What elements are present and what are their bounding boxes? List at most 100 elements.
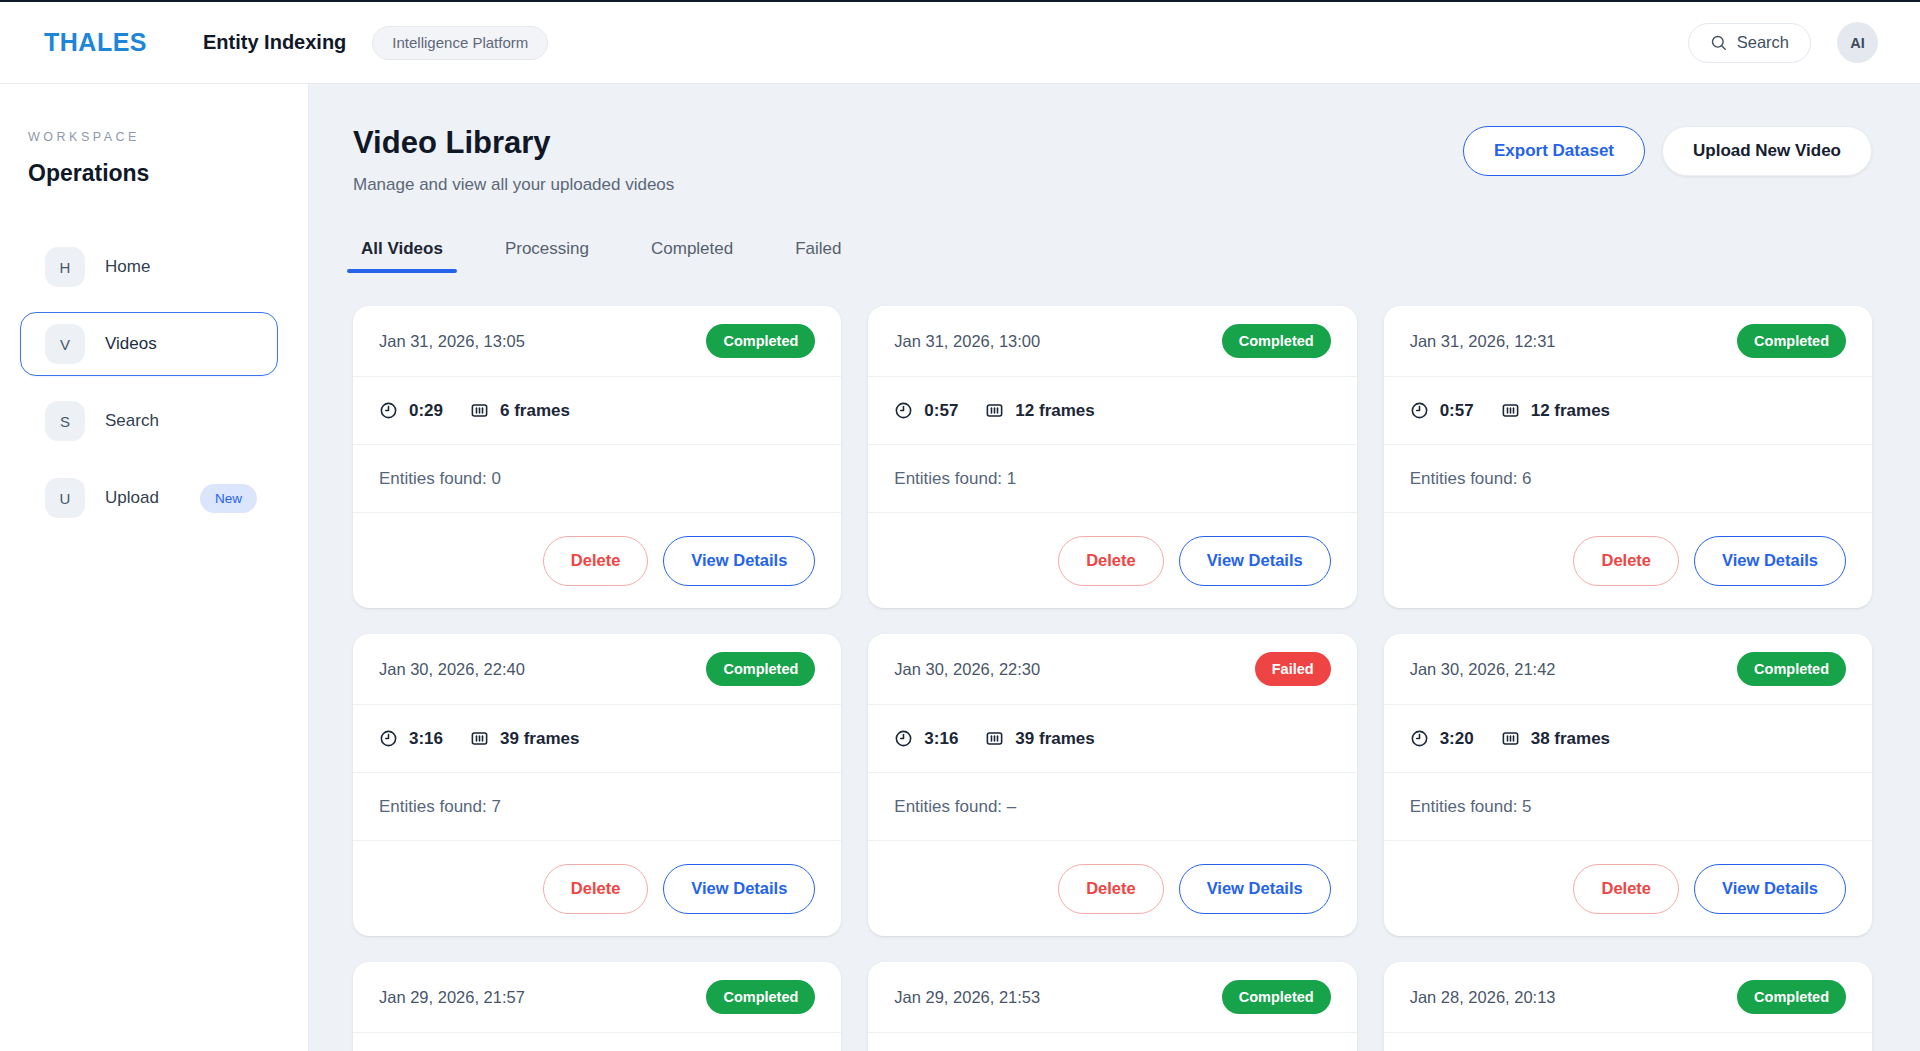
video-date: Jan 30, 2026, 21:42 (1410, 660, 1556, 679)
video-card: Jan 30, 2026, 22:40 Completed 3:16 39 fr… (353, 634, 841, 936)
video-card: Jan 28, 2026, 20:13 Completed Delete Vie… (1384, 962, 1872, 1051)
video-filter-tabs: All Videos Processing Completed Failed (353, 239, 1872, 273)
video-frames-value: 39 frames (500, 729, 579, 749)
video-card: Jan 31, 2026, 13:00 Completed 0:57 12 fr… (868, 306, 1356, 608)
new-badge: New (200, 484, 257, 513)
video-card: Jan 30, 2026, 22:30 Failed 3:16 39 frame… (868, 634, 1356, 936)
frames-icon (470, 729, 489, 748)
video-frames-value: 12 frames (1531, 401, 1610, 421)
video-meta-row: 0:57 12 frames (868, 376, 1356, 444)
video-card-header: Jan 31, 2026, 13:05 Completed (353, 306, 841, 376)
frames-icon (1501, 401, 1520, 420)
workspace-section-label: WORKSPACE (28, 130, 308, 144)
sidebar-item-label: Videos (105, 334, 157, 354)
home-letter-icon: H (45, 247, 85, 287)
video-card-actions: Delete View Details (868, 512, 1356, 608)
page-subtitle: Manage and view all your uploaded videos (353, 175, 674, 195)
status-badge: Completed (1222, 324, 1331, 358)
upload-new-video-button[interactable]: Upload New Video (1662, 126, 1872, 176)
entities-found-text: Entities found: 5 (1384, 772, 1872, 840)
sidebar-item-label: Upload (105, 488, 159, 508)
video-frames: 12 frames (1501, 401, 1610, 421)
sidebar: WORKSPACE Operations H Home V Videos S S… (0, 84, 309, 1051)
video-card-header: Jan 30, 2026, 22:30 Failed (868, 634, 1356, 704)
video-card-header: Jan 29, 2026, 21:57 Completed (353, 962, 841, 1032)
video-duration-value: 0:57 (924, 401, 958, 421)
video-meta-row: 3:20 38 frames (1384, 704, 1872, 772)
view-details-button[interactable]: View Details (663, 864, 815, 914)
delete-button[interactable]: Delete (1573, 864, 1679, 914)
clock-icon (894, 729, 913, 748)
tab-processing[interactable]: Processing (497, 239, 597, 273)
video-card-actions: Delete View Details (353, 840, 841, 936)
video-date: Jan 30, 2026, 22:40 (379, 660, 525, 679)
sidebar-item-upload[interactable]: U Upload New (20, 466, 278, 530)
view-details-button[interactable]: View Details (1694, 536, 1846, 586)
app-title: Entity Indexing (203, 31, 346, 54)
status-badge: Completed (706, 652, 815, 686)
sidebar-nav: H Home V Videos S Search U Upload New (20, 235, 278, 530)
video-duration-value: 3:20 (1440, 729, 1474, 749)
video-date: Jan 28, 2026, 20:13 (1410, 988, 1556, 1007)
video-card-header: Jan 30, 2026, 21:42 Completed (1384, 634, 1872, 704)
sidebar-item-home[interactable]: H Home (20, 235, 278, 299)
search-button[interactable]: Search (1688, 23, 1811, 63)
view-details-button[interactable]: View Details (1694, 864, 1846, 914)
main-content: Video Library Manage and view all your u… (309, 84, 1920, 1051)
video-card: Jan 31, 2026, 13:05 Completed 0:29 6 fra… (353, 306, 841, 608)
delete-button[interactable]: Delete (1058, 536, 1164, 586)
video-duration: 0:57 (1410, 401, 1474, 421)
video-duration: 0:29 (379, 401, 443, 421)
tab-failed[interactable]: Failed (787, 239, 849, 273)
status-badge: Failed (1255, 652, 1331, 686)
sidebar-item-videos[interactable]: V Videos (20, 312, 278, 376)
video-duration-value: 3:16 (409, 729, 443, 749)
videos-letter-icon: V (45, 324, 85, 364)
delete-button[interactable]: Delete (543, 864, 649, 914)
sidebar-item-search[interactable]: S Search (20, 389, 278, 453)
status-badge: Completed (706, 324, 815, 358)
video-card-header: Jan 28, 2026, 20:13 Completed (1384, 962, 1872, 1032)
video-card-header: Jan 29, 2026, 21:53 Completed (868, 962, 1356, 1032)
video-frames-value: 38 frames (1531, 729, 1610, 749)
video-duration-value: 3:16 (924, 729, 958, 749)
video-frames: 12 frames (985, 401, 1094, 421)
video-card-header: Jan 30, 2026, 22:40 Completed (353, 634, 841, 704)
view-details-button[interactable]: View Details (663, 536, 815, 586)
export-dataset-button[interactable]: Export Dataset (1463, 126, 1645, 176)
video-meta-row: 0:29 6 frames (353, 376, 841, 444)
frames-icon (985, 401, 1004, 420)
delete-button[interactable]: Delete (1058, 864, 1164, 914)
video-card-actions: Delete View Details (353, 512, 841, 608)
tab-all-videos[interactable]: All Videos (353, 239, 451, 273)
video-duration-value: 0:29 (409, 401, 443, 421)
video-frames: 39 frames (985, 729, 1094, 749)
search-button-label: Search (1737, 33, 1789, 52)
status-badge: Completed (1737, 980, 1846, 1014)
delete-button[interactable]: Delete (543, 536, 649, 586)
view-details-button[interactable]: View Details (1179, 864, 1331, 914)
video-card: Jan 29, 2026, 21:53 Completed Delete Vie… (868, 962, 1356, 1051)
video-card-header: Jan 31, 2026, 13:00 Completed (868, 306, 1356, 376)
search-letter-icon: S (45, 401, 85, 441)
status-badge: Completed (706, 980, 815, 1014)
tab-completed[interactable]: Completed (643, 239, 741, 273)
video-card-grid: Jan 31, 2026, 13:05 Completed 0:29 6 fra… (353, 306, 1872, 1051)
entities-found-text: Entities found: 6 (1384, 444, 1872, 512)
video-frames-value: 12 frames (1015, 401, 1094, 421)
sidebar-item-label: Search (105, 411, 159, 431)
delete-button[interactable]: Delete (1573, 536, 1679, 586)
video-card: Jan 31, 2026, 12:31 Completed 0:57 12 fr… (1384, 306, 1872, 608)
video-card: Jan 29, 2026, 21:57 Completed Delete Vie… (353, 962, 841, 1051)
video-card-actions: Delete View Details (1384, 840, 1872, 936)
video-meta-row: 0:57 12 frames (1384, 376, 1872, 444)
view-details-button[interactable]: View Details (1179, 536, 1331, 586)
video-frames-value: 6 frames (500, 401, 570, 421)
upload-letter-icon: U (45, 478, 85, 518)
entities-found-text: Entities found: – (868, 772, 1356, 840)
video-date: Jan 31, 2026, 13:00 (894, 332, 1040, 351)
video-date: Jan 31, 2026, 13:05 (379, 332, 525, 351)
app-header: THALES Entity Indexing Intelligence Plat… (0, 2, 1920, 84)
status-badge: Completed (1737, 324, 1846, 358)
user-avatar[interactable]: AI (1837, 22, 1878, 63)
